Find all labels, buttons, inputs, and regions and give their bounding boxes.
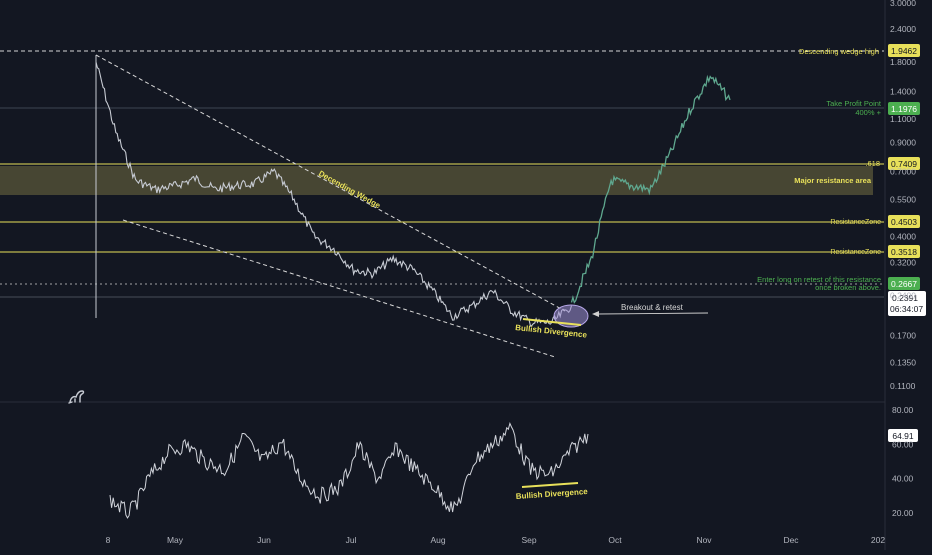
price-tick-label: 1.4000 [890, 86, 916, 96]
price-tick-label: 0.9000 [890, 138, 916, 148]
rsi-series-line [109, 422, 589, 519]
current-price-text: 0.2391 [892, 293, 918, 303]
rsi-tick-label: 40.00 [892, 474, 914, 484]
price-tick-label: 3.0000 [890, 0, 916, 8]
price-series-line [95, 61, 573, 327]
zone-1-tag [888, 215, 920, 228]
price-tick-label: 1.1000 [890, 114, 916, 124]
fib-tag [888, 157, 920, 170]
entry-label-1: Enter long on retest of this resistance [757, 275, 881, 284]
rsi-tick-label: 60.00 [892, 439, 914, 449]
price-divergence-line [522, 318, 582, 326]
breakout-arrow-head [592, 311, 599, 317]
zone-1-tag-text: 0.4503 [891, 217, 917, 227]
price-tick-label: 0.1700 [890, 331, 916, 341]
price-tick-label: 0.1350 [890, 357, 916, 367]
rsi-divergence-label: Bullish Divergence [516, 487, 589, 501]
time-tick-label: Jun [257, 535, 271, 545]
time-tick-label: Jul [346, 535, 357, 545]
current-price-tag [888, 291, 926, 316]
countdown-text: 06:34:07 [890, 304, 923, 314]
time-tick-label: Aug [430, 535, 445, 545]
time-tick-label: Sep [521, 535, 536, 545]
fib-tag-text: 0.7409 [891, 159, 917, 169]
take-profit-tag [888, 102, 920, 115]
time-tick-label: Nov [696, 535, 712, 545]
wedge-lower-line [122, 219, 556, 358]
time-tick-label: Dec [783, 535, 799, 545]
price-tick-label: 0.3200 [890, 257, 916, 267]
time-tick-label: 8 [106, 535, 111, 545]
breakout-label: Breakout & retest [621, 303, 684, 312]
wedge-high-label: Descending wedge high [799, 47, 879, 56]
price-tick-label: 0.4000 [890, 231, 916, 241]
rsi-value-tag [888, 429, 918, 442]
price-axis[interactable]: 3.0000 2.4000 1.8000 1.4000 1.1000 0.9000 0.70… [890, 0, 916, 391]
resistance-zone-1-label: ResistanceZone [830, 219, 881, 226]
time-axis[interactable]: 8 May Jun Jul Aug Sep Oct Nov Dec 202 [106, 535, 886, 545]
price-tick-label: 0.7000 [890, 167, 916, 177]
rsi-tick-label: 20.00 [892, 508, 914, 518]
time-tick-label: May [167, 535, 184, 545]
rsi-tick-label: 80.00 [892, 405, 914, 415]
wedge-high-tag-text: 1.9462 [891, 46, 917, 56]
rsi-value-text: 64.91 [892, 431, 914, 441]
entry-tag [888, 277, 920, 290]
major-resistance-zone [0, 166, 873, 195]
breakout-arrow-line [597, 312, 709, 315]
entry-label-2: once broken above. [815, 283, 881, 292]
take-profit-tag-text: 1.1976 [891, 104, 917, 114]
price-series-rally [570, 74, 731, 304]
wedge-upper-line [95, 54, 566, 312]
price-tick-label: 2.4000 [890, 24, 916, 34]
dino-logo-icon [68, 390, 85, 404]
time-tick-label: Oct [608, 535, 622, 545]
price-tick-label: 0.2400 [890, 291, 916, 301]
rsi-axis[interactable]: 80.00 60.00 40.00 20.00 [892, 405, 914, 518]
fib-label: .618 [865, 159, 880, 168]
resistance-zone-2-label: ResistanceZone [830, 249, 881, 256]
price-tick-label: 0.1100 [890, 381, 916, 391]
price-tick-label: 0.5500 [890, 195, 916, 205]
take-profit-label-2: 400% + [855, 108, 881, 117]
zone-2-tag-text: 0.3518 [891, 247, 917, 257]
resistance-area-label: Major resistance area [794, 176, 872, 185]
rsi-divergence-line [521, 482, 579, 488]
time-tick-label: 202 [871, 535, 885, 545]
breakout-circle [553, 304, 589, 328]
entry-tag-text: 0.2667 [891, 279, 917, 289]
zone-2-tag [888, 245, 920, 258]
price-tick-label: 1.8000 [890, 57, 916, 67]
take-profit-label-1: Take Profit Point [826, 99, 882, 108]
wedge-high-tag [888, 44, 920, 57]
